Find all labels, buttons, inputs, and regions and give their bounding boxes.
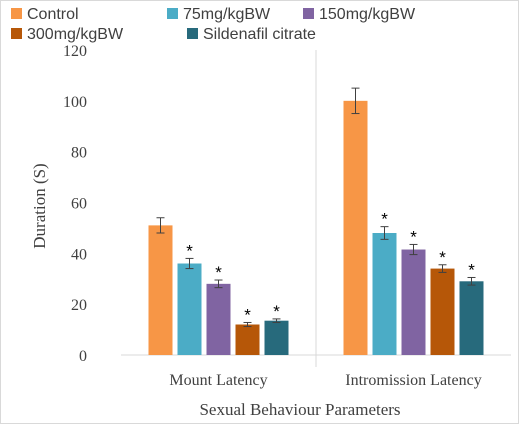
bars: * * * * * * * * bbox=[148, 87, 484, 355]
bar-control bbox=[148, 225, 173, 355]
legend-item-control: Control bbox=[11, 6, 79, 23]
bar-300mg-kgbw bbox=[430, 268, 455, 355]
legend-label: 150mg/kgBW bbox=[319, 6, 416, 23]
significance-marker: * bbox=[244, 305, 251, 324]
legend-item-150mg-kgbw: 150mg/kgBW bbox=[303, 6, 416, 23]
x-tick-label: Mount Latency bbox=[169, 372, 267, 389]
legend-item-75mg-kgbw: 75mg/kgBW bbox=[167, 6, 271, 23]
y-tick-label: 0 bbox=[79, 348, 87, 365]
bar-75mg-kgbw bbox=[177, 263, 202, 355]
bar-sildenafil-citrate bbox=[264, 320, 289, 355]
significance-marker: * bbox=[186, 241, 193, 260]
legend-swatch bbox=[11, 28, 22, 39]
legend-swatch bbox=[167, 8, 178, 19]
bar-150mg-kgbw bbox=[206, 283, 231, 355]
legend-label: 300mg/kgBW bbox=[27, 26, 124, 43]
bar-sildenafil-citrate bbox=[459, 281, 484, 355]
legend-label: 75mg/kgBW bbox=[183, 6, 271, 23]
x-axis-ticks: Mount Latency Intromission Latency bbox=[169, 372, 481, 389]
y-tick-label: 40 bbox=[71, 246, 87, 263]
significance-marker: * bbox=[439, 248, 446, 267]
bar-75mg-kgbw bbox=[372, 233, 397, 355]
legend-swatch bbox=[187, 28, 198, 39]
bar-300mg-kgbw bbox=[235, 324, 260, 355]
x-tick-label: Intromission Latency bbox=[345, 372, 481, 389]
legend-label: Sildenafil citrate bbox=[203, 26, 316, 43]
legend-item-300mg-kgbw: 300mg/kgBW bbox=[11, 26, 124, 43]
legend: Control 75mg/kgBW 150mg/kgBW 300mg/kgBW Sild… bbox=[11, 6, 416, 43]
significance-marker: * bbox=[381, 210, 388, 229]
y-tick-label: 60 bbox=[71, 196, 87, 213]
significance-marker: * bbox=[410, 227, 417, 246]
legend-item-sildenafil-citrate: Sildenafil citrate bbox=[187, 26, 316, 43]
significance-marker: * bbox=[273, 302, 280, 321]
y-tick-label: 100 bbox=[63, 94, 87, 111]
legend-swatch bbox=[11, 8, 22, 19]
y-tick-label: 20 bbox=[71, 297, 87, 314]
y-axis-title: Duration (S) bbox=[30, 163, 49, 248]
y-axis-ticks: 0 20 40 60 80 100 120 bbox=[63, 43, 87, 365]
x-axis-title: Sexual Behaviour Parameters bbox=[199, 400, 400, 419]
y-tick-label: 80 bbox=[71, 145, 87, 162]
bar-control bbox=[343, 100, 368, 355]
bar-150mg-kgbw bbox=[401, 249, 426, 355]
legend-label: Control bbox=[27, 6, 79, 23]
significance-marker: * bbox=[468, 260, 475, 279]
legend-swatch bbox=[303, 8, 314, 19]
y-tick-label: 120 bbox=[63, 43, 87, 60]
significance-marker: * bbox=[215, 263, 222, 282]
